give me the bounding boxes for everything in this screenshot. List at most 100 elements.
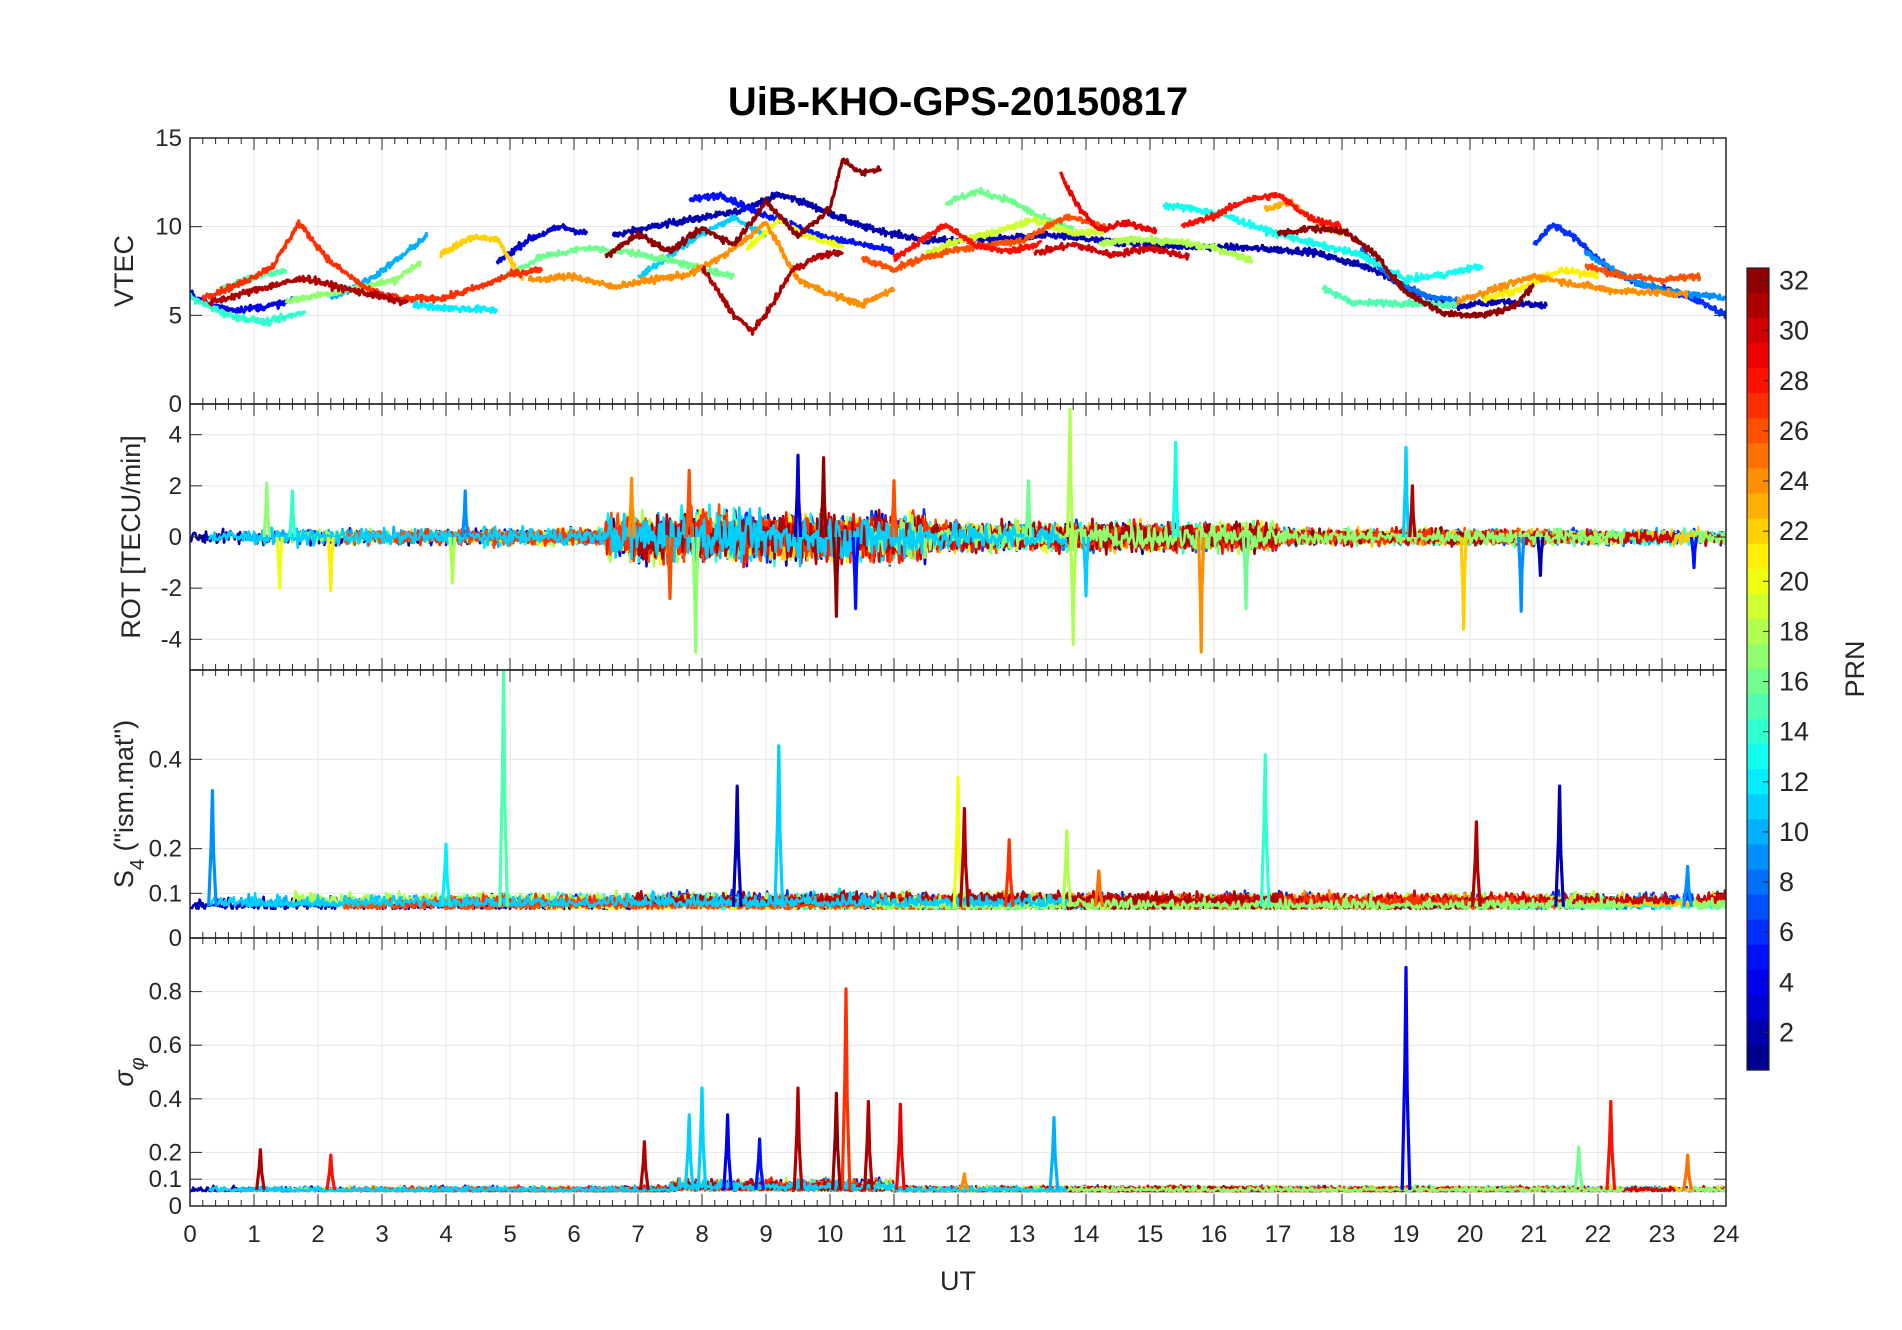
series-line-prn-29 [1058,171,1158,235]
grid-vtec [189,137,1727,405]
series-line-prn-11 [637,214,768,280]
data-vtec [190,157,1726,336]
series-line-prn-12 [412,300,499,314]
colorbar-cell [1747,919,1769,946]
y-tick-label: 0.6 [149,1032,182,1059]
series-line-prn-31 [207,274,409,307]
x-tick-label: 21 [1521,1221,1548,1248]
series-line-prn-32 [1276,224,1535,319]
x-tick-label: 13 [1009,1221,1036,1248]
colorbar-cell [1747,418,1769,445]
x-tick-label: 11 [882,1221,907,1248]
series-line-prn-28 [892,222,1043,263]
spike-prn-24 [627,476,636,538]
colorbar-cell [1747,318,1769,344]
x-tick-label: 23 [1649,1221,1676,1248]
colorbar-tick-label: 18 [1779,616,1809,646]
colorbar-tick-label: 6 [1779,917,1794,947]
y-tick-label: 0 [169,925,182,952]
colorbar-tick-label: 2 [1779,1017,1794,1047]
spike-prn-16 [1024,479,1033,538]
spike-prn-3 [793,453,803,538]
colorbar-tick-label: 28 [1779,366,1809,396]
data-sigma [190,965,1726,1193]
x-tick-label: 22 [1585,1221,1612,1248]
colorbar-cell [1747,618,1769,645]
spike-prn-27 [840,987,852,1190]
y-tick-label: -4 [161,626,182,653]
spike-prn-31 [792,1086,804,1190]
spike-prn-11 [696,1086,708,1190]
data-rot [190,407,1726,654]
y-tick-label: 0 [169,391,182,418]
series-line-prn-31 [700,248,845,336]
colorbar-cell [1747,368,1769,394]
spike-prn-18 [1061,829,1073,907]
x-tick-label: 17 [1265,1221,1292,1248]
spike-prn-4 [1400,965,1412,1190]
y-tick-label: 0.1 [149,880,182,907]
colorbar-cell [1747,969,1769,996]
y-tick-label: 5 [169,302,182,329]
x-tick-label: 18 [1329,1221,1356,1248]
spike-prn-11 [683,1113,695,1191]
spike-prn-17 [691,536,700,654]
colorbar-tick-label: 14 [1779,717,1809,747]
spike-prn-18 [1069,536,1078,646]
spike-prn-20 [275,536,284,590]
colorbar-cell [1747,669,1769,695]
colorbar-cell [1747,844,1769,871]
spike-prn-5 [851,536,860,611]
colorbar-cell [1747,643,1769,670]
colorbar-cell [1747,819,1769,846]
series-line-prn-20 [745,215,845,252]
spike-prn-18 [1065,407,1075,538]
colorbar-cell [1747,1019,1769,1046]
colorbar-cell [1747,744,1769,770]
colorbar-tick-label: 30 [1779,316,1809,346]
y-axis-label-s4: S4 ("ism.mat") [109,720,149,888]
spike-prn-24 [1197,536,1206,654]
y-tick-label: 4 [169,422,182,449]
x-tick-label: 7 [631,1221,644,1248]
spike-prn-14 [1259,753,1271,907]
x-tick-label: 1 [247,1221,260,1248]
colorbar-cell [1747,719,1769,745]
colorbar-tick-label: 16 [1779,667,1809,697]
colorbar-tick-label: 22 [1779,516,1809,546]
colorbar-cell [1747,894,1769,921]
series-line-prn-24 [1455,272,1689,306]
spike-prn-32 [819,456,828,538]
panel-s4: 0 0.1 0.2 0.4S4 ("ism.mat") [109,669,1727,952]
spike-prn-9 [1682,864,1693,907]
spike-prn-2 [1536,536,1545,577]
x-tick-label: 0 [183,1221,196,1248]
spike-prn-16 [1241,536,1251,611]
spike-prn-11 [773,744,785,907]
colorbar-cell [1747,268,1769,294]
y-tick-label: 0.4 [149,746,182,773]
colorbar-cell [1747,944,1769,971]
series-line-prn-17 [867,514,1625,560]
colorbar-tick-label: 10 [1779,817,1809,847]
spike-prn-5 [1689,536,1699,570]
spike-prn-15 [498,670,509,907]
colorbar-tick-label: 12 [1779,767,1809,797]
series-line-prn-3 [495,223,589,265]
spike-prn-25 [1682,1153,1693,1191]
spike-prn-9 [207,789,218,907]
y-tick-label: 0.2 [149,836,182,863]
colorbar-cell [1747,769,1769,795]
series-line-prn-5 [688,191,895,255]
colorbar-tick-label: 20 [1779,566,1809,596]
spike-prn-31 [1471,820,1482,907]
x-tick-label: 24 [1713,1221,1740,1248]
series-line-prn-17 [1692,897,1726,911]
colorbar-cell [1747,1044,1769,1071]
grid-sigma [189,938,1727,1207]
series-line-prn-18 [1097,234,1254,264]
x-tick-label: 6 [567,1221,580,1248]
